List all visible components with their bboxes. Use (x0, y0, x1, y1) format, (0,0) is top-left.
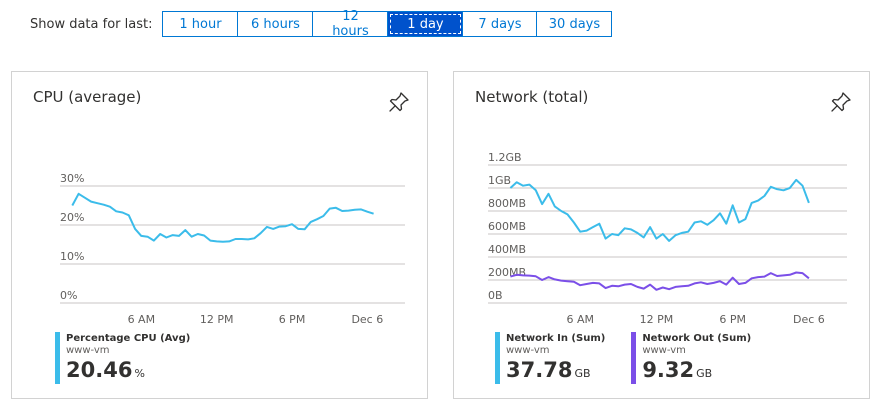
legend-value-unit: GB (574, 367, 591, 380)
y-tick-label: 1GB (488, 174, 511, 187)
y-tick-label: 400MB (488, 243, 526, 256)
legend-series-name: Network Out (Sum) (642, 333, 752, 344)
legend-value-unit: % (134, 367, 145, 380)
legend-item-network-out[interactable]: Network Out (Sum) www-vm 9.32 GB (631, 332, 751, 387)
legend-swatch (55, 332, 60, 384)
cpu-legend: Percentage CPU (Avg) www-vm 20.46% (55, 332, 204, 387)
y-tick-label: 800MB (488, 197, 526, 210)
x-tick-label: Dec 6 (793, 313, 825, 326)
legend-value: 37.78 GB (506, 357, 605, 387)
y-tick-label: 200MB (488, 266, 526, 279)
legend-resource-name: www-vm (66, 345, 110, 356)
legend-value: 20.46% (66, 357, 190, 387)
legend-series-name: Percentage CPU (Avg) (66, 333, 191, 344)
x-tick-label: 6 PM (719, 313, 746, 326)
x-tick-label: 6 AM (566, 313, 594, 326)
range-1-hour-button[interactable]: 1 hour (163, 12, 239, 36)
series-line (510, 271, 810, 291)
time-range-group: 1 hour 6 hours 12 hours 1 day 7 days 30 … (162, 9, 613, 39)
legend-value-unit: GB (696, 367, 713, 380)
y-tick-label: 30% (60, 172, 84, 185)
range-1-day-button[interactable]: 1 day (388, 12, 464, 36)
series-line (509, 178, 810, 242)
legend-swatch (495, 332, 500, 384)
range-6-hours-button[interactable]: 6 hours (238, 12, 314, 36)
network-legend: Network In (Sum) www-vm 37.78 GB Network … (495, 332, 765, 387)
network-tile-title: Network (total) (475, 88, 589, 106)
network-tile[interactable]: Network (total) 0B 200MB 400MB 600MB 800MB 1G… (453, 71, 870, 399)
series-line (71, 192, 374, 243)
x-tick-label: 6 PM (279, 313, 306, 326)
cpu-tile[interactable]: CPU (average) 0% 10% 20% 30% 6 AM 12 PM 6 PM De… (11, 71, 428, 399)
legend-value-number: 20.46 (66, 358, 133, 382)
legend-series-name: Network In (Sum) (506, 333, 606, 344)
pin-icon[interactable] (387, 90, 411, 114)
cpu-chart: 0% 10% 20% 30% 6 AM 12 PM 6 PM Dec 6 (60, 172, 405, 326)
y-tick-label: 10% (60, 250, 84, 263)
y-tick-label: 0B (488, 289, 503, 302)
cpu-tile-title: CPU (average) (33, 88, 142, 106)
y-tick-label: 0% (60, 289, 77, 302)
x-tick-label: 12 PM (200, 313, 234, 326)
x-tick-label: Dec 6 (351, 313, 383, 326)
network-chart: 0B 200MB 400MB 600MB 800MB 1GB 1.2GB 6 AM 12 PM 6… (488, 151, 847, 326)
time-range-label: Show data for last: (30, 16, 153, 32)
legend-resource-name: www-vm (642, 345, 686, 356)
legend-item-network-in[interactable]: Network In (Sum) www-vm 37.78 GB (495, 332, 605, 387)
legend-value-number: 37.78 (506, 358, 573, 382)
range-12-hours-button[interactable]: 12 hours (313, 9, 389, 39)
legend-value-number: 9.32 (642, 358, 695, 382)
x-tick-label: 6 AM (128, 313, 156, 326)
legend-value: 9.32 GB (642, 357, 751, 387)
y-tick-label: 600MB (488, 220, 526, 233)
time-range-bar: Show data for last: 1 hour 6 hours 12 ho… (30, 9, 613, 39)
pin-icon[interactable] (829, 90, 853, 114)
y-tick-label: 20% (60, 211, 84, 224)
y-tick-label: 1.2GB (488, 151, 522, 164)
legend-swatch (631, 332, 637, 384)
legend-resource-name: www-vm (506, 345, 550, 356)
x-tick-label: 12 PM (640, 313, 674, 326)
range-7-days-button[interactable]: 7 days (463, 12, 538, 36)
range-30-days-button[interactable]: 30 days (537, 12, 612, 36)
legend-item-cpu[interactable]: Percentage CPU (Avg) www-vm 20.46% (55, 332, 190, 387)
